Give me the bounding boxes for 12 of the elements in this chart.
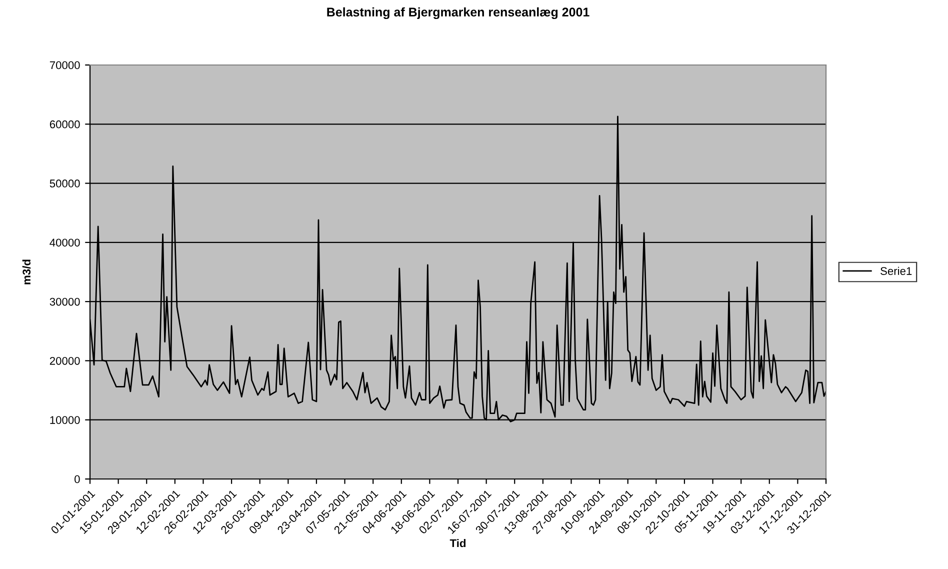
y-axis-title: m3/d <box>22 260 31 284</box>
chart-title: Belastning af Bjergmarken renseanlæg 2001 <box>327 7 590 20</box>
y-tick-label: 30000 <box>50 298 80 306</box>
legend-label: Serie1 <box>880 266 912 275</box>
y-tick-label: 20000 <box>50 356 80 365</box>
y-tick-label: 60000 <box>50 120 80 128</box>
y-tick-label: 70000 <box>50 61 80 70</box>
y-tick-label: 10000 <box>50 416 80 424</box>
x-axis-title: Tid <box>450 539 466 548</box>
y-tick-label: 0 <box>74 475 80 484</box>
y-tick-label: 40000 <box>50 238 80 247</box>
y-tick-label: 50000 <box>50 180 80 188</box>
